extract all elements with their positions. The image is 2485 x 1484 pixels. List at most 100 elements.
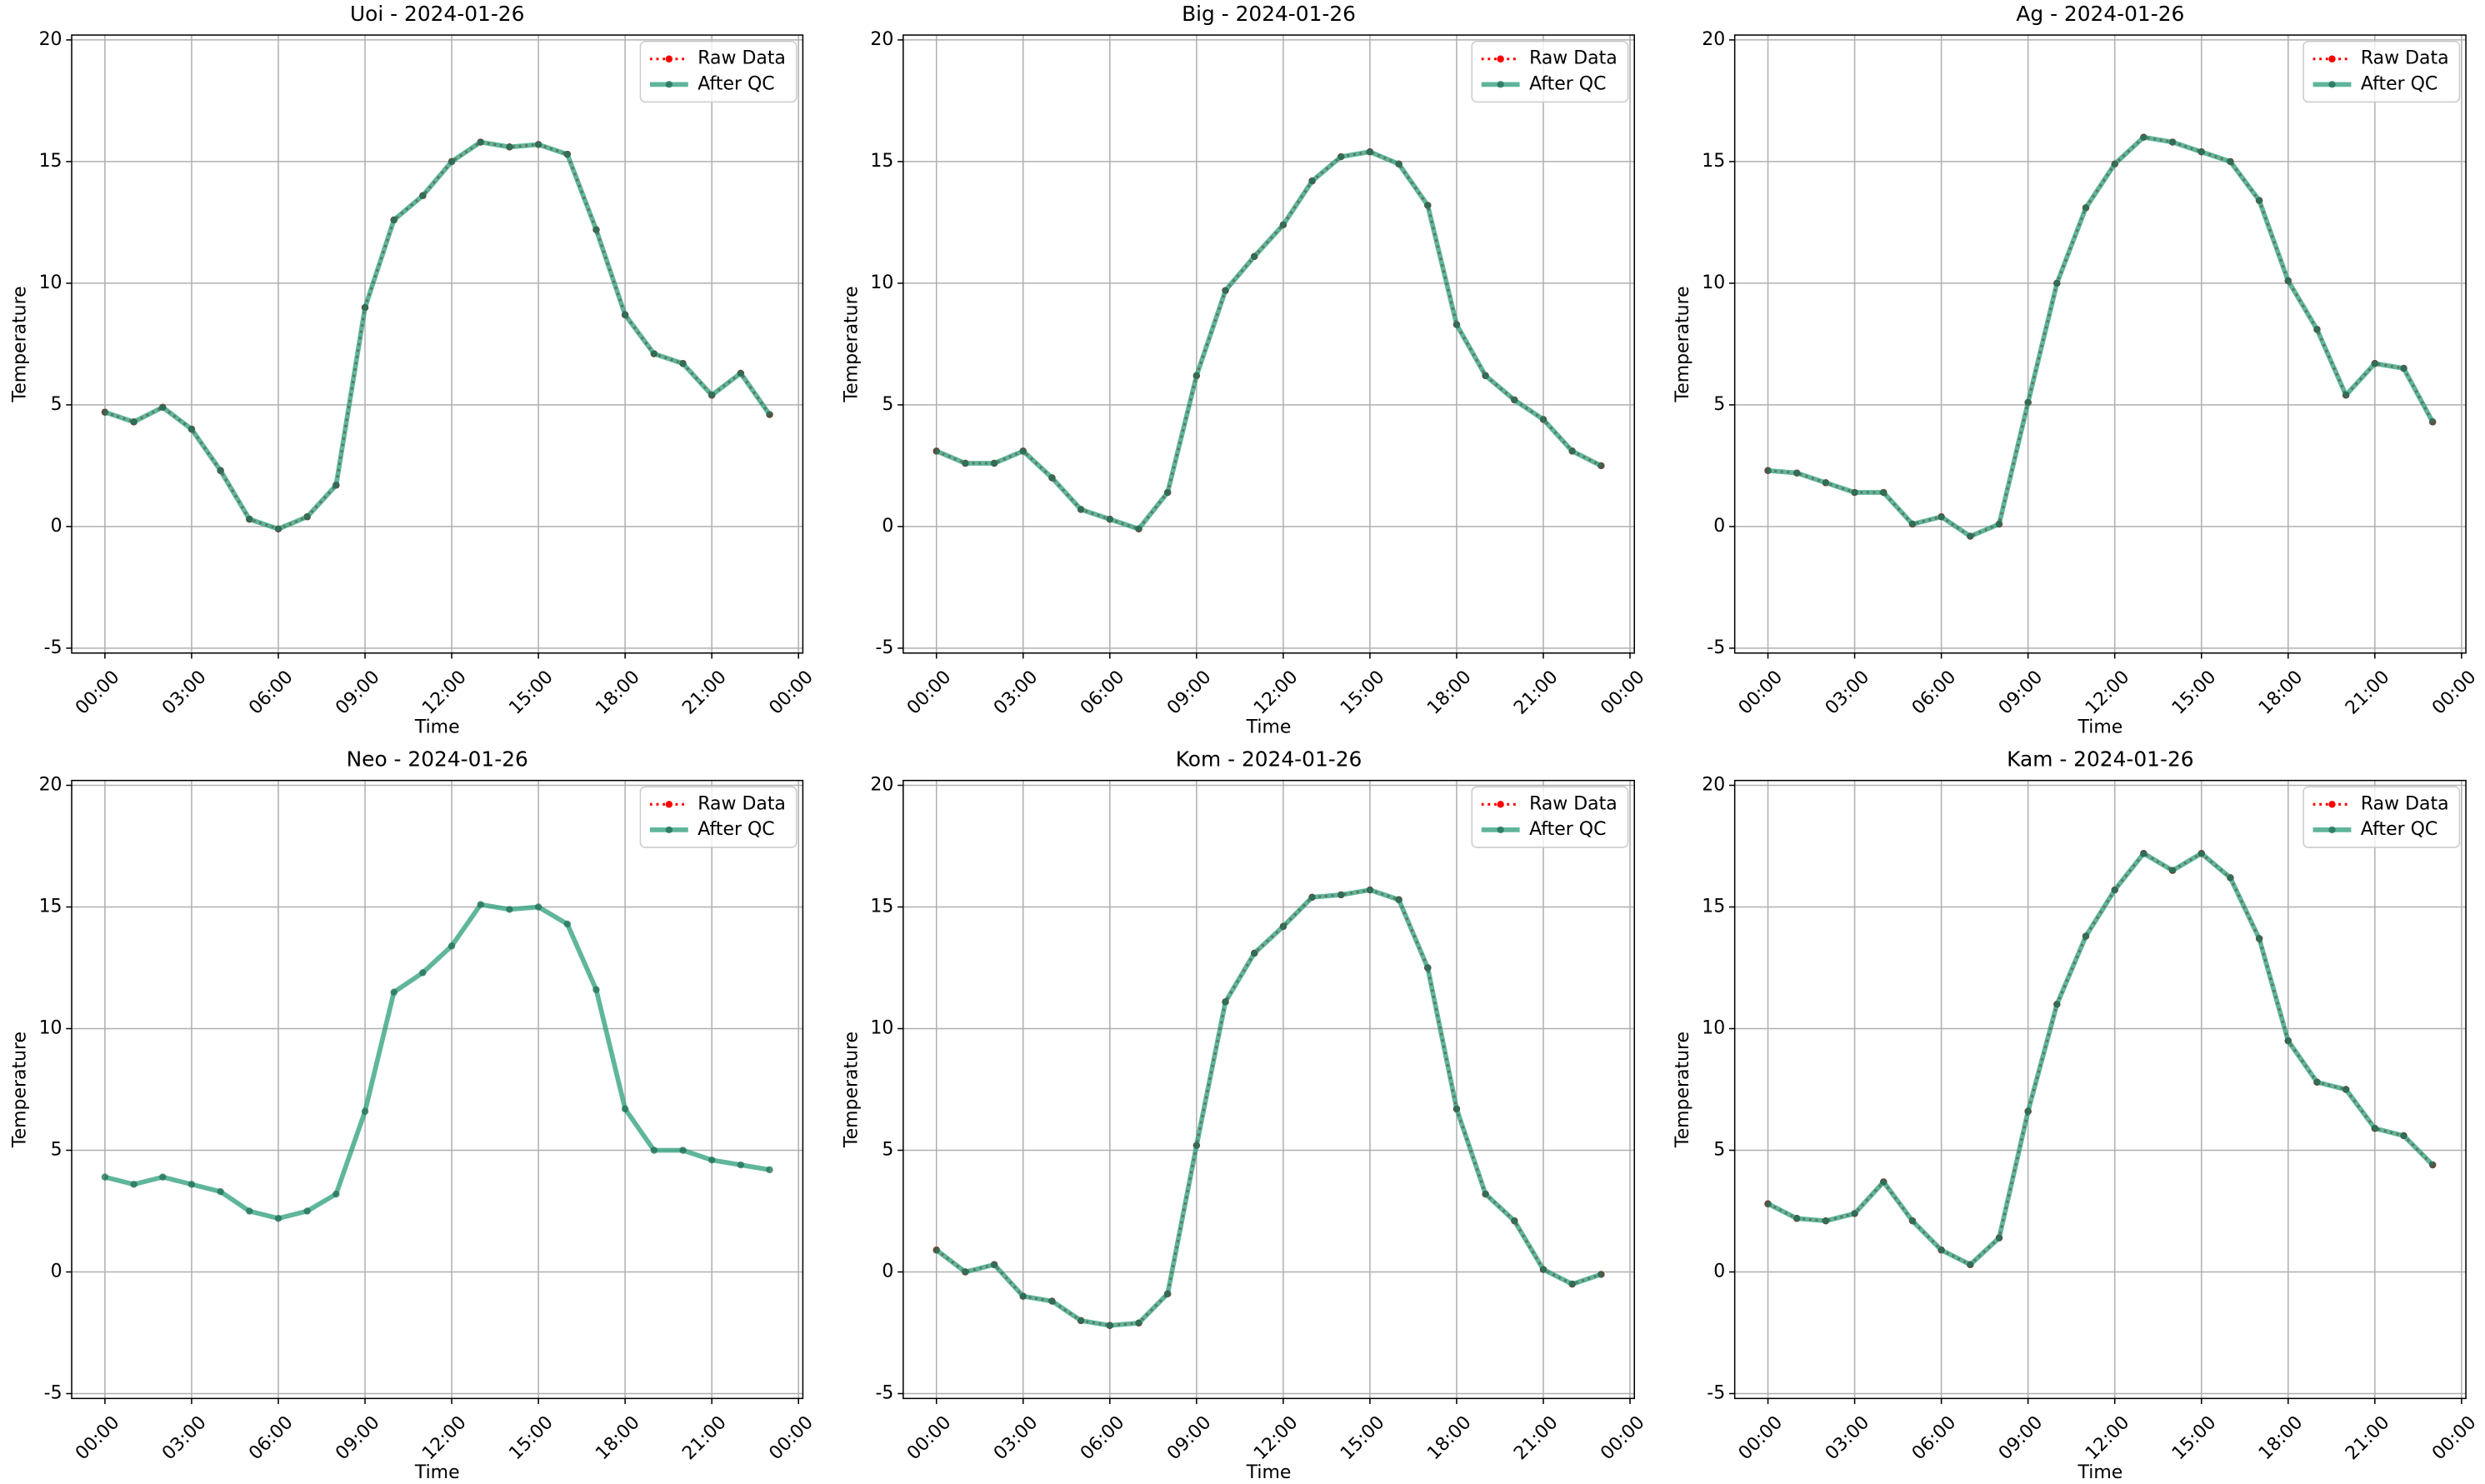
x-tick-label: 09:00 [1995,667,2047,718]
y-tick-label: 20 [870,29,893,50]
y-tick-label: 15 [1702,897,1725,917]
data-point [332,1190,340,1198]
plot-frame [902,779,1636,1400]
y-tick-label: -5 [1707,1383,1725,1404]
data-point [1793,1215,1801,1222]
subplot: 00:00 03:00 06:00 09:00 12:00 15:00 18:00 21:00… [1672,747,2480,1482]
plot-area [1734,780,2467,1399]
legend-marker [1497,826,1504,834]
plot-frame [902,34,1636,654]
series-line [935,149,1602,532]
data-point [1163,488,1172,497]
legend-marker [665,801,673,808]
data-point [361,1107,369,1115]
data-point [1938,1247,1945,1254]
x-tick-label: 03:00 [990,667,1042,718]
data-point [1019,1292,1027,1300]
plot-frame [71,34,804,654]
data-point [246,515,253,523]
data-point [2313,326,2321,333]
plot-area [902,780,1635,1399]
x-tick-label: 21:00 [1510,1412,1562,1464]
y-tick-label: 20 [870,775,893,796]
series-line [934,887,1602,1328]
x-tick-label: 00:00 [2428,667,2480,718]
data-point [2140,850,2148,857]
data-point [534,903,542,911]
data-point [1851,488,1858,497]
y-tick-label: -5 [875,1383,893,1404]
data-point [2342,392,2350,399]
series-line [1767,851,2435,1267]
y-axis-label: Temperature [841,286,862,402]
data-point [1568,447,1576,455]
data-point [1511,396,1518,404]
data-point [303,1207,311,1215]
y-tick-label: 15 [870,151,893,172]
plot-area [72,780,803,1399]
data-point [1568,1280,1576,1288]
x-tick-label: 09:00 [1995,1412,2047,1464]
legend-label: After QC [2361,819,2438,840]
data-point [2053,279,2061,287]
y-tick-label: 5 [1713,1140,1725,1161]
data-point [1452,321,1461,328]
x-tick-label: 06:00 [245,1412,297,1464]
data-point [188,425,196,433]
data-point [962,459,969,467]
data-point [1908,520,1917,528]
data-point [1308,177,1316,185]
plot-frame [1733,34,2467,654]
data-point [1880,1178,1888,1186]
x-tick-label: 09:00 [332,667,383,718]
data-point [1995,1234,2003,1242]
data-point [932,447,940,455]
data-point [1967,532,1974,540]
data-point [2400,1132,2408,1140]
data-point [1880,488,1888,497]
y-tick-label: 10 [870,1018,893,1039]
data-point [1250,252,1258,260]
data-point [2371,1125,2379,1132]
data-point [2140,133,2148,141]
y-tick-label: 5 [51,1140,62,1161]
x-tick-label: 21:00 [1510,667,1562,718]
x-tick-label: 00:00 [1597,1412,1648,1464]
data-point [2024,1107,2032,1115]
data-point [1192,372,1201,380]
y-tick-label: 0 [1713,516,1725,537]
data-point [1764,1200,1772,1207]
x-tick-label: 12:00 [418,1412,470,1464]
data-point [217,1187,224,1196]
data-point [217,467,224,474]
data-point [621,311,629,319]
data-point [1598,462,1605,470]
x-tick-label: 00:00 [1735,1412,1787,1464]
data-point [766,411,773,418]
data-point [1482,1190,1489,1198]
data-point [1135,525,1142,533]
data-point [1424,964,1432,972]
x-tick-label: 15:00 [1337,667,1388,718]
data-point [708,1156,716,1164]
plot-area [1734,35,2467,653]
y-tick-label: 15 [1702,151,1725,172]
x-tick-label: 15:00 [505,1412,557,1464]
data-point [2198,148,2205,156]
data-point [1908,1217,1917,1225]
x-tick-label: 21:00 [2342,1412,2393,1464]
data-point [448,157,456,166]
y-axis-label: Temperature [841,1032,862,1148]
legend-marker [2328,81,2336,88]
subplot: 00:00 03:00 06:00 09:00 12:00 15:00 18:00 21:00… [841,747,1648,1482]
legend-label: Raw Data [1529,48,1618,69]
data-point [1048,1297,1056,1305]
y-tick-label: 0 [51,516,62,537]
x-tick-label: 18:00 [1423,667,1475,718]
chart-title: Kom - 2024-01-26 [1176,747,1362,771]
legend-label: After QC [1529,819,1606,840]
data-point [1482,372,1489,380]
plot-area [72,35,803,653]
data-point [708,392,716,399]
